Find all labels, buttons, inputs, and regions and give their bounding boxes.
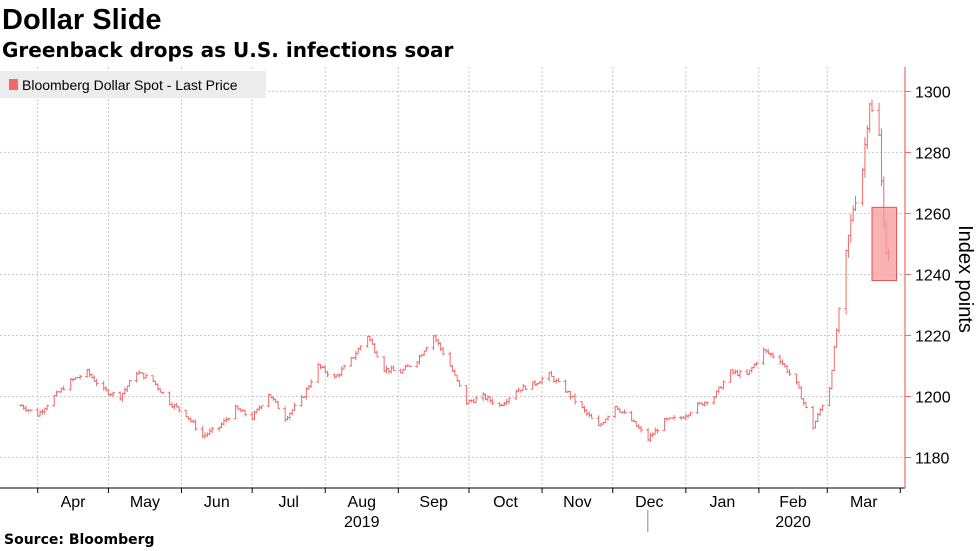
x-year-label: 2019 <box>344 514 380 531</box>
x-tick-label: Feb <box>779 494 807 511</box>
x-tick-label: Jan <box>709 494 735 511</box>
highlight-box <box>871 206 898 282</box>
x-tick-label: Nov <box>563 494 591 511</box>
y-tick-label: 1280 <box>915 145 951 162</box>
axes <box>0 67 911 532</box>
tick-labels: 1180 1200 1220 1240 1260 1280 1300 Apr May Jun Jul… <box>61 84 951 531</box>
x-tick-label: Mar <box>850 494 878 511</box>
legend-swatch <box>9 79 18 90</box>
x-year-label: 2020 <box>775 514 811 531</box>
x-tick-label: Jun <box>204 494 230 511</box>
x-tick-label: Aug <box>348 494 376 511</box>
x-tick-label: Dec <box>635 494 663 511</box>
x-tick-label: Apr <box>61 494 87 511</box>
source-note: Source: Bloomberg <box>4 532 155 548</box>
chart-subtitle: Greenback drops as U.S. infections soar <box>2 38 454 62</box>
legend-background <box>0 71 266 98</box>
x-tick-label: Jul <box>278 494 298 511</box>
x-tick-label: May <box>130 494 160 511</box>
legend-entry: Bloomberg Dollar Spot - Last Price <box>22 77 238 93</box>
y-tick-label: 1220 <box>915 328 951 345</box>
x-tick-label: Sep <box>419 494 448 511</box>
y-tick-label: 1300 <box>915 84 951 101</box>
y-tick-label: 1260 <box>915 206 951 223</box>
chart-title: Dollar Slide <box>2 4 162 36</box>
legend: Bloomberg Dollar Spot - Last Price <box>0 71 266 98</box>
y-tick-label: 1240 <box>915 267 951 284</box>
y-axis-label: Index points <box>954 225 976 333</box>
gridlines <box>0 67 905 488</box>
x-tick-label: Oct <box>493 494 518 511</box>
y-tick-label: 1200 <box>915 389 951 406</box>
y-tick-label: 1180 <box>915 450 950 467</box>
price-series <box>19 99 898 443</box>
